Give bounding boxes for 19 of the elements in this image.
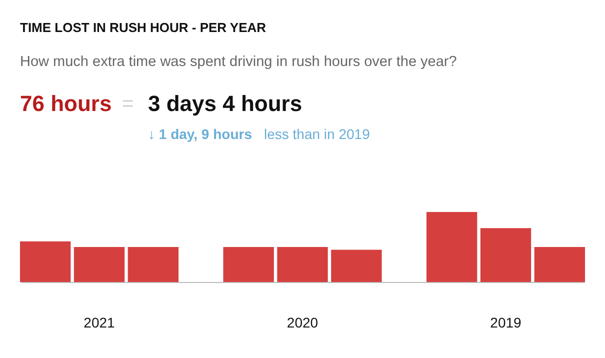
bar bbox=[20, 241, 71, 282]
bar bbox=[534, 247, 585, 282]
text: 3 days 4 hours bbox=[148, 91, 302, 116]
x-tick-label: 2019 bbox=[490, 314, 522, 330]
text: 76 hours bbox=[20, 91, 112, 116]
chart-subtitle: How much extra time was spent driving in rush hours over the year? bbox=[20, 54, 457, 70]
bar bbox=[277, 247, 328, 282]
text: less than in 2019 bbox=[264, 126, 370, 142]
bar bbox=[426, 212, 478, 282]
bar bbox=[331, 250, 382, 282]
bar bbox=[480, 228, 532, 282]
text: = bbox=[122, 93, 134, 115]
x-tick-label: 2020 bbox=[286, 314, 318, 330]
bar bbox=[74, 247, 125, 282]
chart-title: TIME LOST IN RUSH HOUR - PER YEAR bbox=[20, 20, 267, 35]
bar bbox=[223, 247, 274, 282]
bar bbox=[128, 247, 179, 282]
x-tick-label: 2021 bbox=[84, 314, 116, 330]
text: ↓ 1 day, 9 hours bbox=[148, 126, 252, 142]
